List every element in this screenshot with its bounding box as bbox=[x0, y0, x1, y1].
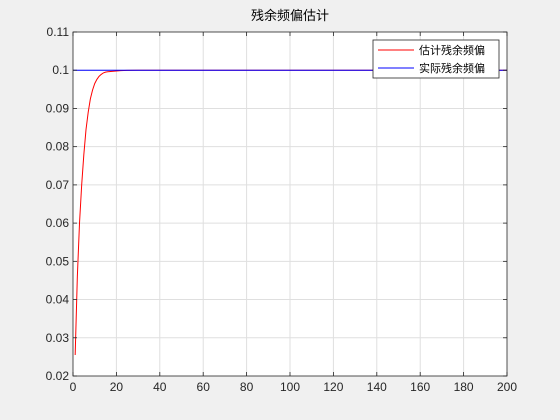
x-tick-label: 60 bbox=[197, 380, 211, 394]
x-tick-label: 100 bbox=[280, 380, 300, 394]
ticks: 0 20 40 60 80 100 120 140 160 180 200 0.02 0.03 0.04 0… bbox=[46, 25, 518, 394]
legend-label-actual: 实际残余频偏 bbox=[419, 61, 485, 75]
x-tick-label: 40 bbox=[153, 380, 167, 394]
x-tick-label: 20 bbox=[110, 380, 124, 394]
legend-label-estimated: 估计残余频偏 bbox=[419, 43, 485, 57]
y-tick-label: 0.11 bbox=[47, 25, 70, 39]
x-tick-label: 140 bbox=[367, 380, 387, 394]
y-tick-label: 0.03 bbox=[46, 331, 70, 345]
y-tick-label: 0.02 bbox=[46, 369, 70, 383]
y-tick-label: 0.07 bbox=[46, 178, 70, 192]
y-tick-label: 0.08 bbox=[46, 140, 70, 154]
y-tick-label: 0.05 bbox=[46, 254, 70, 268]
y-tick-label: 0.09 bbox=[46, 101, 70, 115]
y-tick-label: 0.1 bbox=[52, 63, 69, 77]
x-tick-label: 180 bbox=[454, 380, 474, 394]
legend-box bbox=[372, 39, 500, 79]
x-tick-label: 120 bbox=[323, 380, 343, 394]
legend: 估计残余频偏 实际残余频偏 bbox=[372, 39, 500, 79]
x-tick-label: 200 bbox=[497, 380, 517, 394]
y-tick-label: 0.04 bbox=[46, 293, 70, 307]
x-tick-label: 160 bbox=[410, 380, 430, 394]
chart-title: 残余频偏估计 bbox=[251, 8, 329, 24]
x-tick-label: 80 bbox=[240, 380, 254, 394]
y-tick-label: 0.06 bbox=[46, 216, 70, 230]
x-tick-label: 0 bbox=[70, 380, 77, 394]
